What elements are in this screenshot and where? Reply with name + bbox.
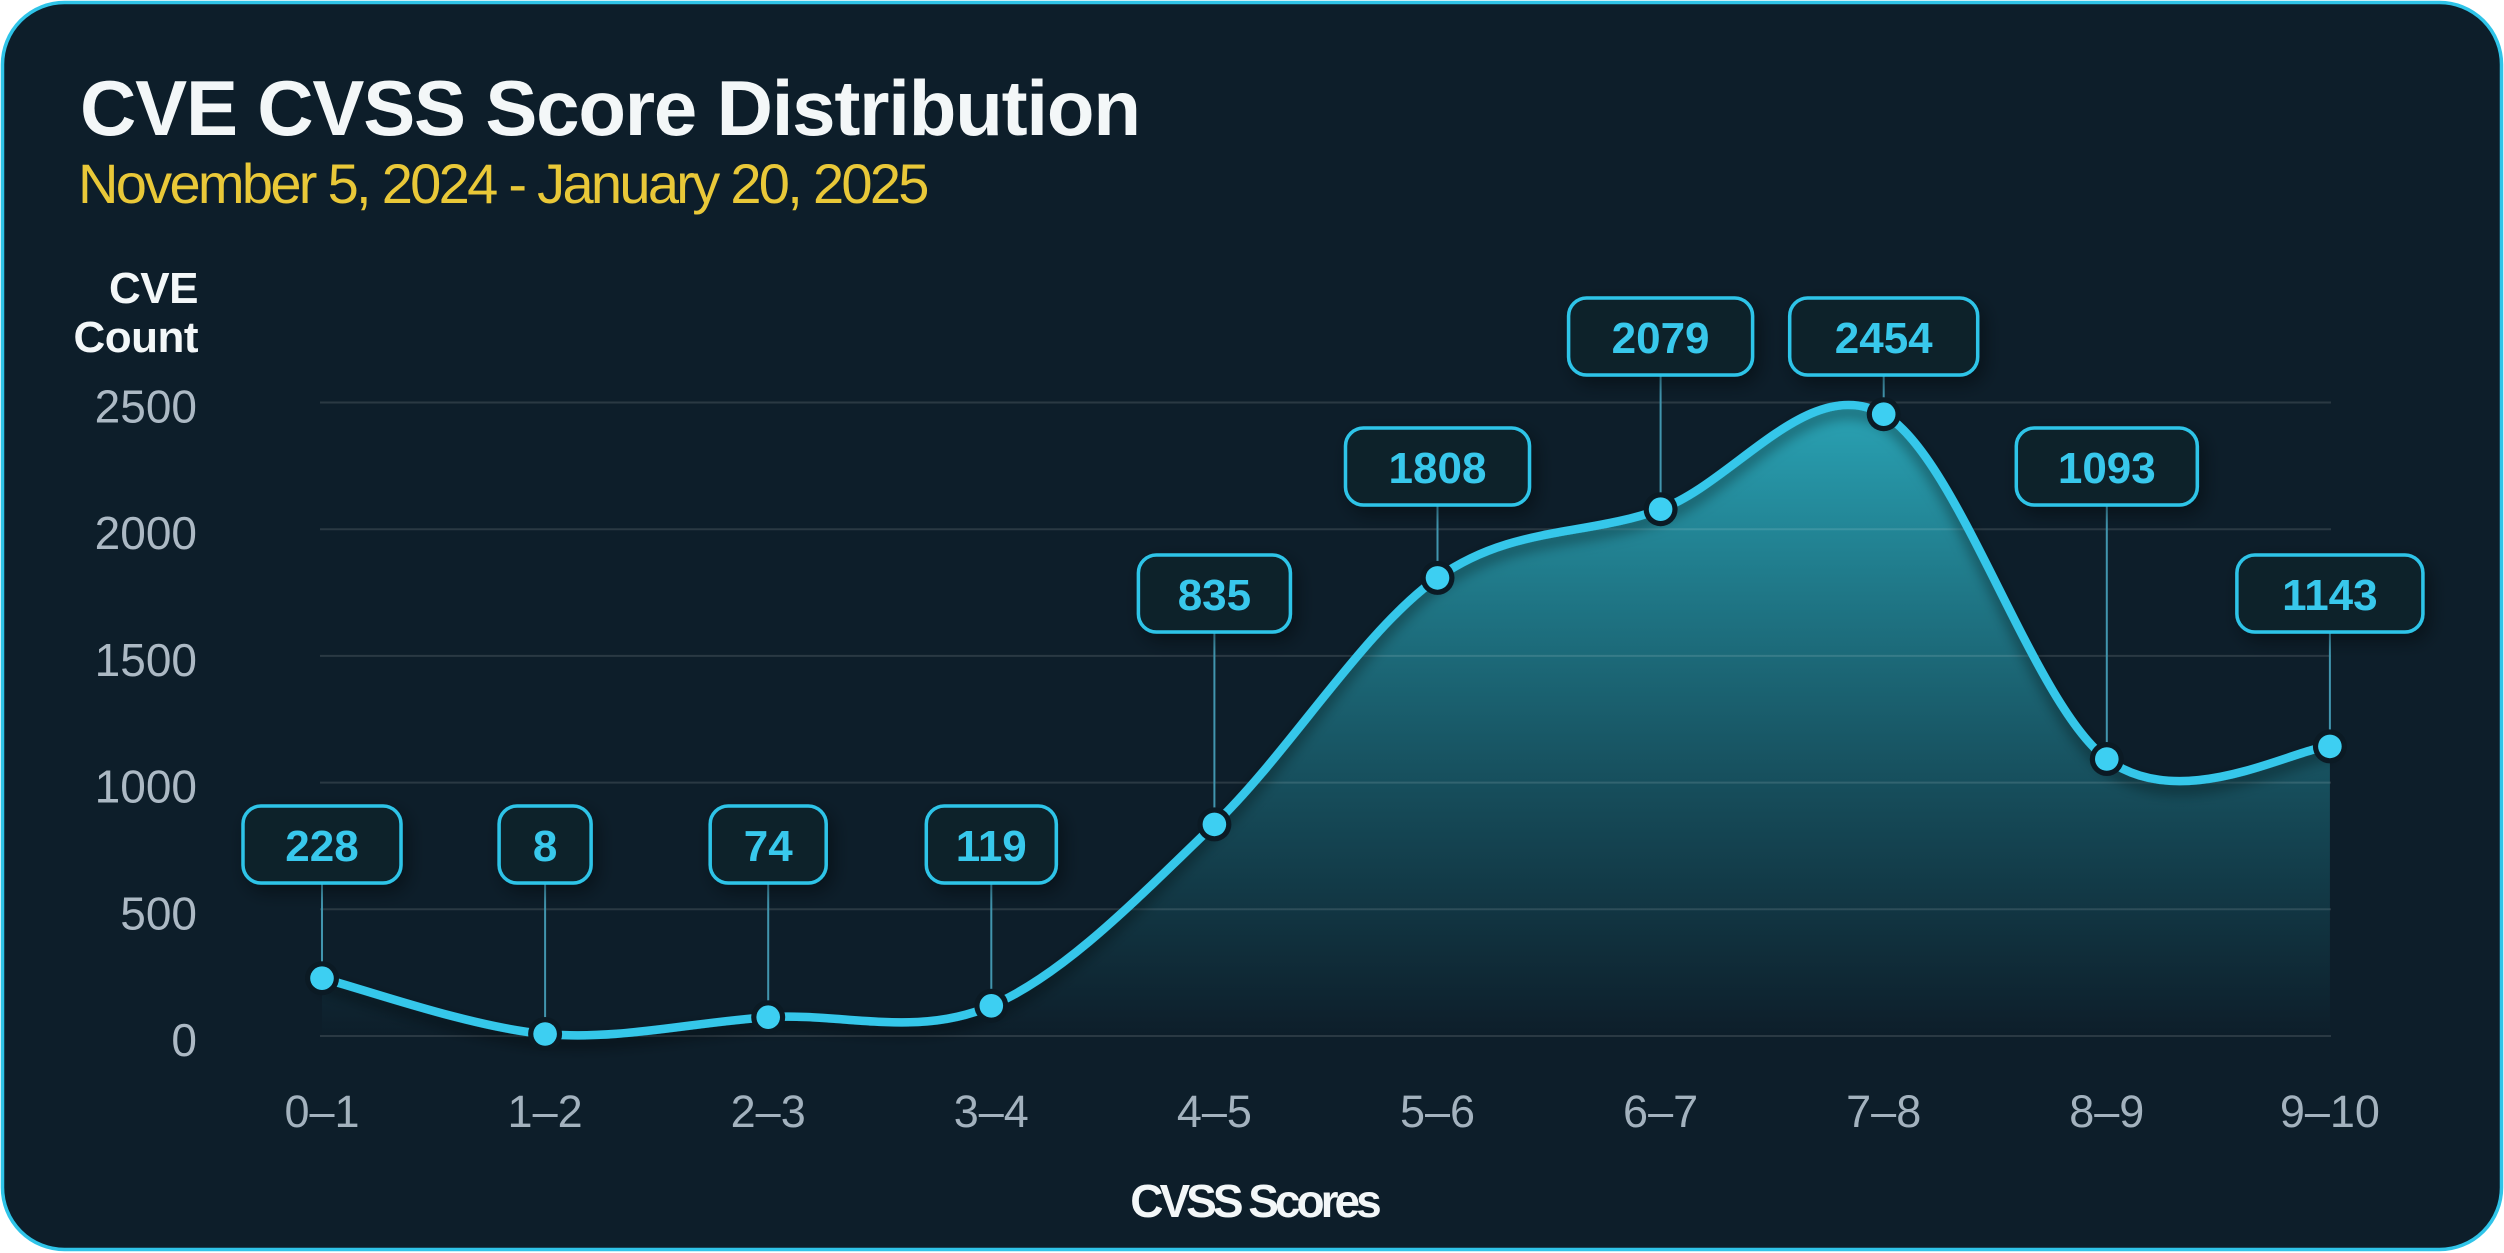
svg-text:1143: 1143 bbox=[2282, 571, 2377, 620]
svg-text:0–1: 0–1 bbox=[284, 1086, 359, 1137]
svg-text:Count: Count bbox=[73, 313, 198, 362]
svg-text:CVSS Scores: CVSS Scores bbox=[1130, 1175, 1380, 1227]
svg-text:5–6: 5–6 bbox=[1400, 1086, 1475, 1137]
svg-text:CVE: CVE bbox=[109, 264, 198, 313]
svg-text:2079: 2079 bbox=[1612, 314, 1710, 363]
svg-text:8: 8 bbox=[533, 822, 557, 871]
svg-text:1000: 1000 bbox=[95, 761, 197, 813]
svg-text:1808: 1808 bbox=[1389, 444, 1487, 493]
svg-text:4–5: 4–5 bbox=[1177, 1086, 1252, 1137]
svg-text:1–2: 1–2 bbox=[508, 1086, 583, 1137]
svg-text:74: 74 bbox=[744, 822, 793, 871]
svg-text:7–8: 7–8 bbox=[1846, 1086, 1921, 1137]
svg-text:228: 228 bbox=[285, 822, 358, 871]
svg-text:119: 119 bbox=[956, 822, 1027, 871]
svg-text:6–7: 6–7 bbox=[1623, 1086, 1698, 1137]
svg-text:835: 835 bbox=[1178, 571, 1251, 620]
svg-text:CVE CVSS Score Distribution: CVE CVSS Score Distribution bbox=[80, 64, 1140, 152]
svg-text:1500: 1500 bbox=[95, 634, 197, 686]
svg-text:0: 0 bbox=[171, 1014, 197, 1066]
svg-text:9–10: 9–10 bbox=[2280, 1086, 2380, 1137]
svg-text:1093: 1093 bbox=[2058, 444, 2156, 493]
svg-text:2500: 2500 bbox=[95, 381, 197, 433]
svg-text:November 5, 2024 - January 20,: November 5, 2024 - January 20, 2025 bbox=[78, 152, 927, 215]
svg-text:500: 500 bbox=[120, 887, 197, 939]
svg-text:2–3: 2–3 bbox=[731, 1086, 806, 1137]
svg-text:2454: 2454 bbox=[1835, 314, 1933, 363]
svg-text:3–4: 3–4 bbox=[954, 1086, 1029, 1137]
svg-text:2000: 2000 bbox=[95, 507, 197, 559]
svg-text:8–9: 8–9 bbox=[2069, 1086, 2144, 1137]
